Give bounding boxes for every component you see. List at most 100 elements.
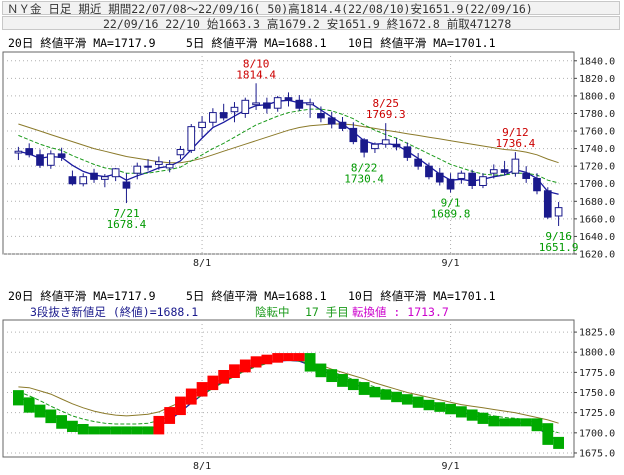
brick-up [283, 353, 294, 362]
candle-body-down [338, 121, 347, 129]
candle-body-up [457, 172, 466, 179]
ma20-line [18, 123, 559, 164]
brick-up [293, 353, 305, 362]
brick-down [531, 418, 543, 432]
brick-down [434, 402, 446, 412]
brick-down [88, 426, 100, 435]
brick-down [56, 415, 68, 429]
candle-body-down [122, 181, 131, 189]
annotation-date: 9/1 [441, 197, 461, 210]
candle-body-up [14, 150, 23, 154]
three-line-value: 3段抜き新値足 (終値)=1688.1 [30, 305, 198, 319]
brick-down [488, 415, 500, 427]
brick-up [164, 407, 176, 424]
brick-up [261, 354, 273, 365]
candle-body-down [295, 99, 304, 109]
annotation-value: 1678.4 [107, 218, 147, 231]
brick-down [499, 418, 510, 427]
y-tick-label: 1725.0 [579, 408, 615, 419]
candle-body-down [263, 102, 271, 109]
y-tick-label: 1800.0 [579, 348, 615, 359]
y-tick-label: 1720.0 [579, 162, 615, 173]
candle-body-up [371, 143, 379, 150]
annotation-value: 1689.8 [431, 208, 471, 221]
y-tick-label: 1680.0 [579, 197, 615, 208]
candle-body-down [425, 165, 433, 178]
brick-down [131, 426, 143, 435]
annotation-date: 8/10 [243, 57, 270, 70]
three-line-state: 陰転中 [255, 305, 290, 319]
candle-body-down [435, 172, 444, 183]
brick-down [77, 423, 89, 435]
annotation-value: 1651.9 [539, 241, 579, 254]
x-tick-label: 8/1 [193, 258, 211, 269]
brick-up [239, 359, 251, 373]
candle-x-axis: 8/1 9/1 [193, 258, 460, 269]
y-tick-label: 1775.0 [579, 368, 615, 379]
brick-up [218, 369, 230, 384]
annotation-value: 1736.4 [496, 137, 536, 150]
candle-body-up [187, 126, 196, 151]
brick-down [520, 418, 532, 427]
brick-down [445, 403, 456, 415]
candle-body-up [241, 99, 250, 114]
brick-down [326, 369, 338, 383]
brick-down [13, 390, 24, 406]
ma10-line [18, 108, 559, 184]
brick-up [196, 382, 208, 397]
y-tick-label: 1620.0 [579, 250, 615, 261]
brick-down [121, 426, 132, 435]
candle-body-up [165, 163, 174, 169]
brick-down [337, 374, 348, 387]
y-tick-label: 1640.0 [579, 232, 615, 243]
annotation-date: 9/12 [502, 126, 529, 139]
y-tick-label: 1780.0 [579, 109, 615, 120]
candle-body-up [209, 112, 217, 123]
brick-down [466, 409, 478, 421]
brick-down [99, 426, 111, 435]
brick-down [553, 436, 564, 449]
candle-grid [3, 52, 574, 255]
annotation-value: 1730.4 [344, 172, 384, 185]
brick-down [67, 420, 78, 432]
brick-down [23, 397, 35, 413]
x-tick-label: 9/1 [442, 461, 460, 472]
candle-body-up [479, 176, 487, 186]
annotation-value: 1769.3 [366, 108, 406, 121]
candle-body-up [252, 102, 260, 106]
y-tick-label: 1825.0 [579, 328, 615, 339]
candle-body-down [57, 153, 66, 158]
brick-up [153, 415, 165, 435]
candle-body-down [414, 158, 422, 167]
candle-y-axis: 1620.0 1640.0 1660.0 1680.0 1700.0 1720.0 1740… [574, 56, 615, 261]
annotation-date: 9/16 [545, 230, 572, 243]
break-x-axis: 8/1 9/1 [193, 461, 460, 472]
annotation-value: 1814.4 [236, 68, 276, 81]
candle-body-down [403, 146, 412, 158]
brick-down [369, 386, 381, 398]
brick-down [477, 412, 489, 424]
candle-body-down [522, 172, 531, 179]
x-tick-label: 9/1 [442, 258, 460, 269]
candle-body-down [68, 176, 77, 185]
candle-body-up [155, 161, 163, 165]
y-tick-label: 1760.0 [579, 127, 615, 138]
brick-down [380, 389, 392, 400]
candle-body-up [554, 207, 563, 217]
candle-body-up [111, 168, 120, 178]
brick-down [455, 406, 467, 418]
candle-body-down [36, 154, 44, 166]
legend2-ma10: 10日 終値平滑 MA=1701.1 [348, 289, 496, 303]
brick-up [250, 356, 262, 368]
annotation-date: 7/21 [113, 207, 140, 220]
brick-down [142, 426, 154, 435]
legend2-ma5: 5日 終値平滑 MA=1688.1 [186, 289, 327, 303]
brick-down [391, 391, 402, 403]
candle-body-up [273, 97, 282, 109]
chart-title-bar: ＮＹ金 日足 期近 期間22/07/08～22/09/16( 50)高1814.… [2, 1, 620, 15]
candle-body-up [176, 148, 185, 156]
legend2-ma20: 20日 終値平滑 MA=1717.9 [8, 289, 156, 303]
brick-down [542, 423, 554, 445]
candle-body-down [446, 178, 455, 190]
brick-down [412, 396, 424, 408]
